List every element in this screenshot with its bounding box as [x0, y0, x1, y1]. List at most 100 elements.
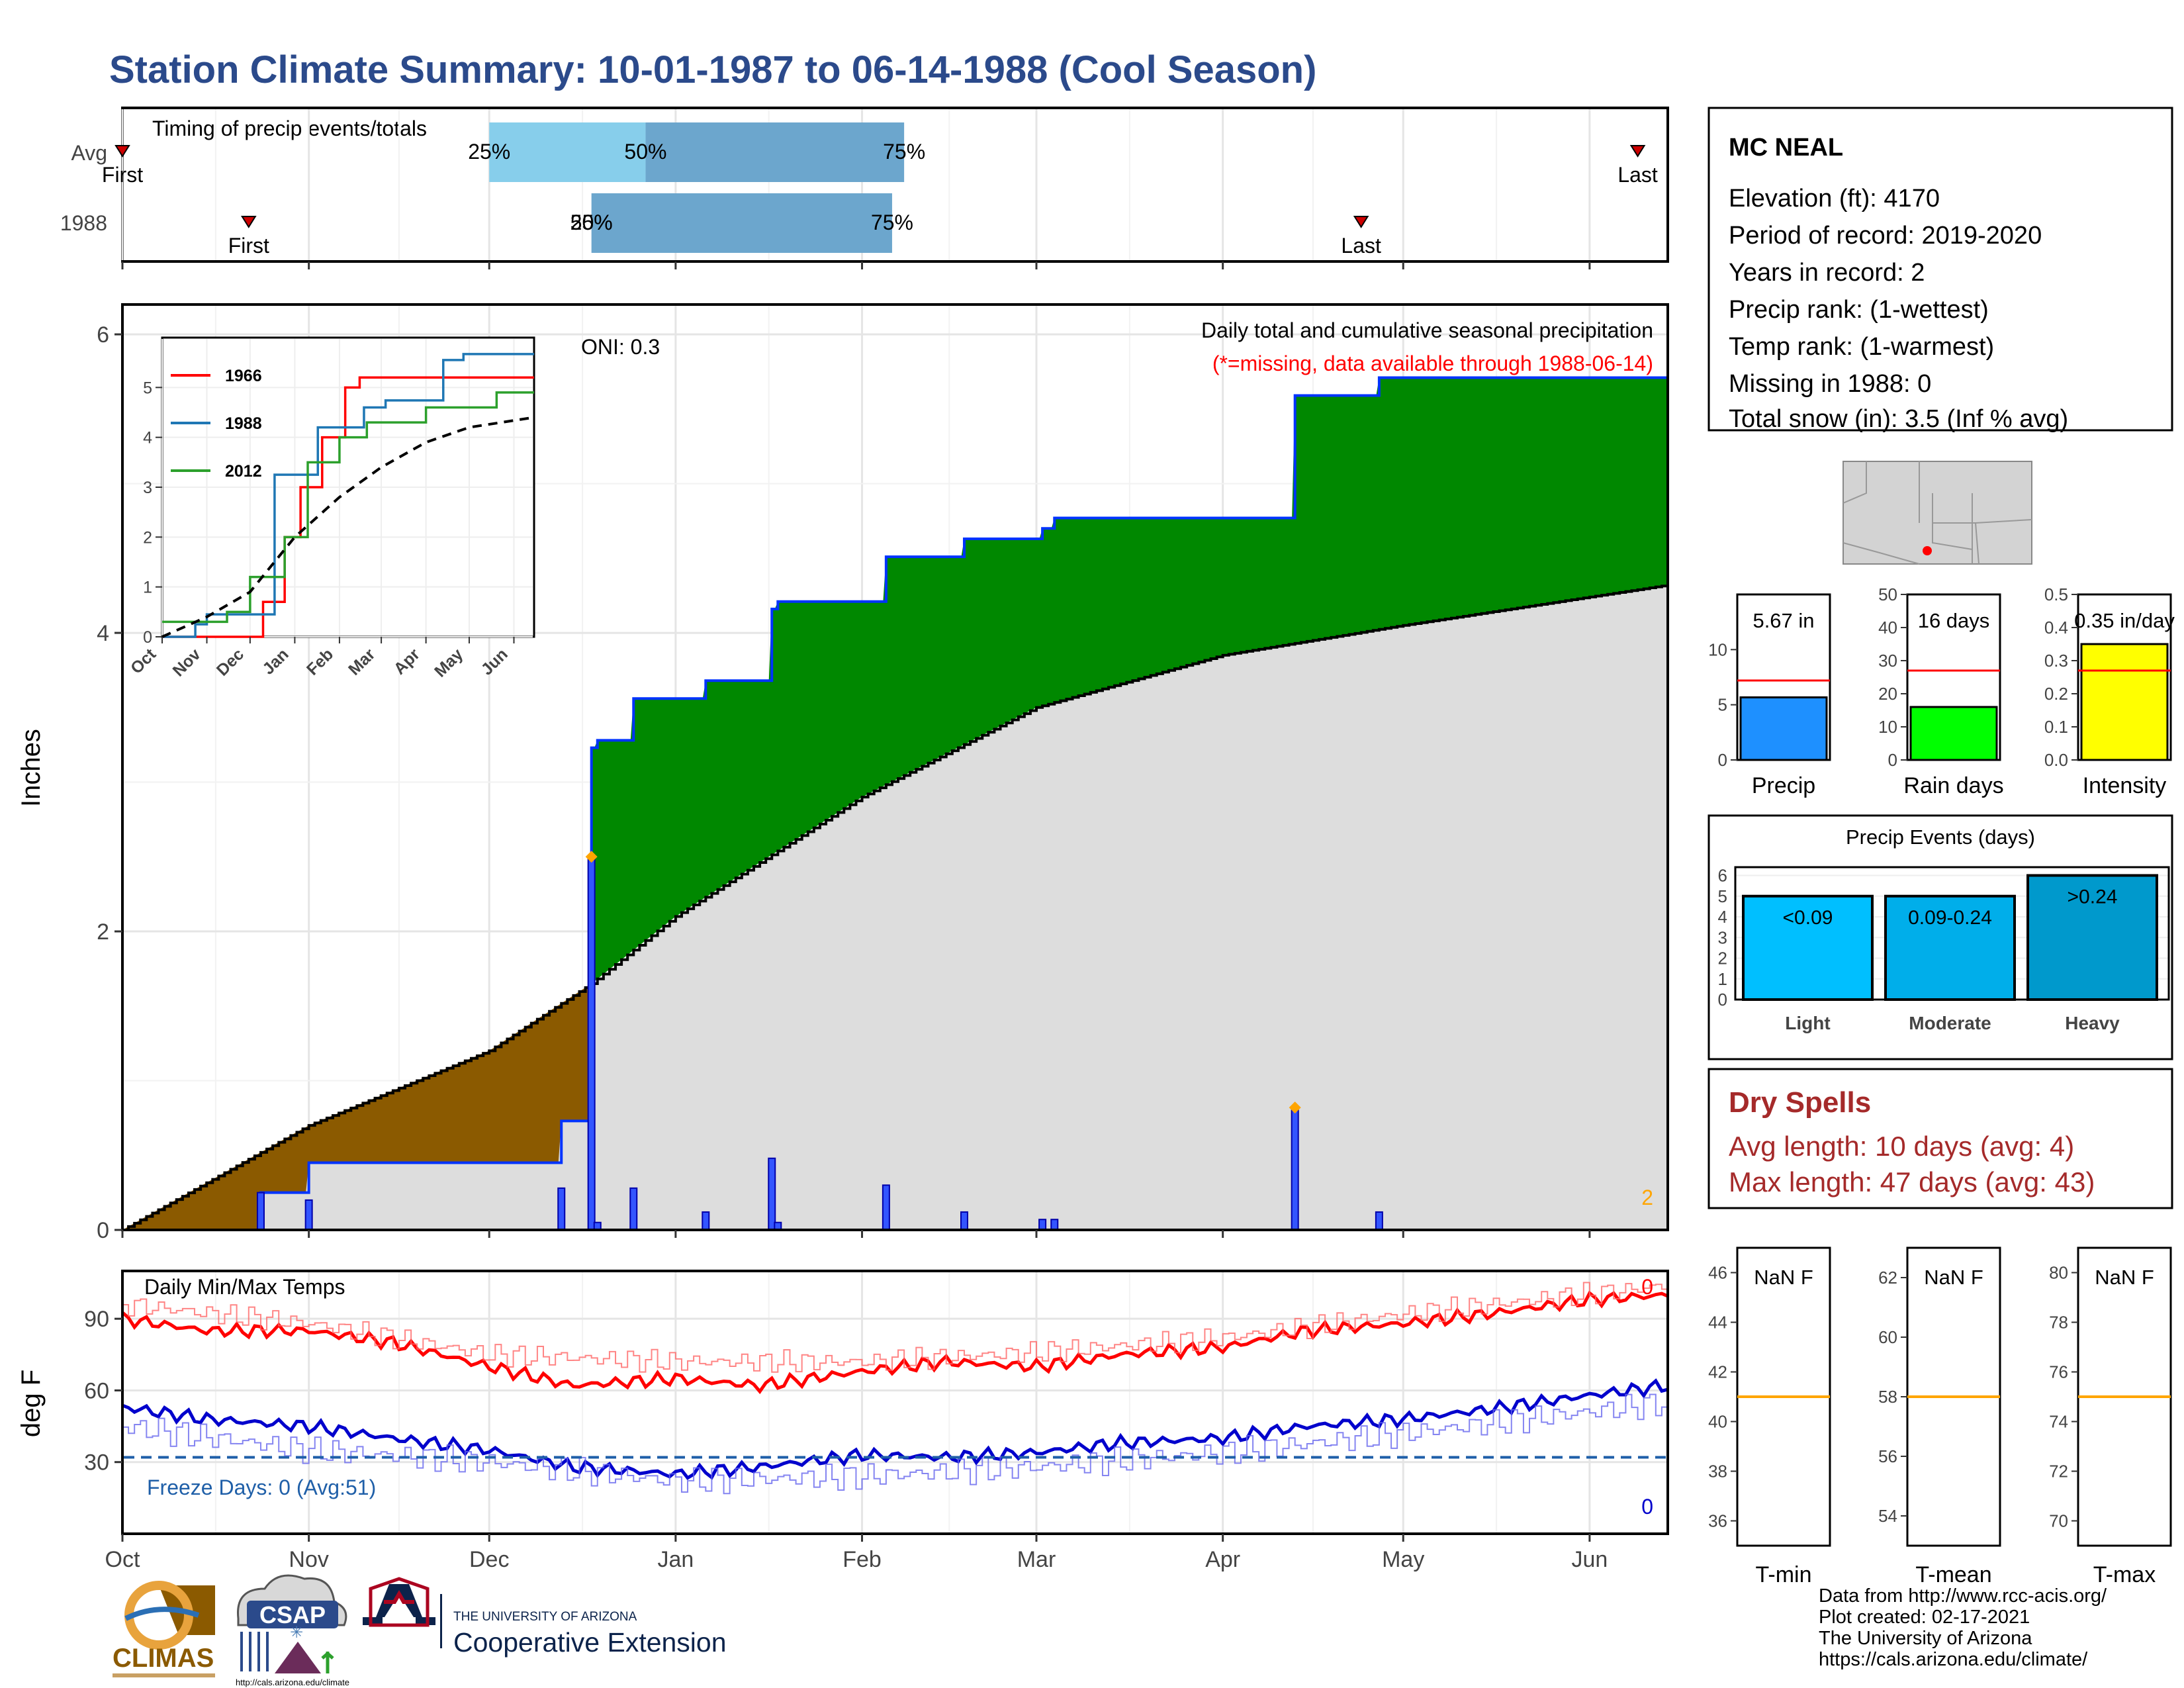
summary-y-tick-label: 0.3	[2044, 651, 2068, 671]
inset-y-tick-label: 0	[143, 628, 152, 647]
temp-box-y-tick-label: 42	[1708, 1362, 1727, 1382]
temp-line-tmin	[122, 1378, 1668, 1480]
events-bar-label: >0.24	[2068, 886, 2118, 908]
station-years: Years in record: 2	[1729, 259, 1925, 287]
daily-precip-marker	[1289, 1102, 1301, 1114]
events-y-tick-label: 3	[1718, 927, 1727, 947]
summary-y-tick-label: 5	[1718, 695, 1727, 715]
timing-avg-bar-50-75	[645, 122, 905, 182]
page-title: Station Climate Summary: 10-01-1987 to 0…	[109, 48, 1316, 91]
average-cumulative-line	[122, 585, 1669, 1231]
ua-divider	[440, 1594, 442, 1648]
timing-panel: Timing of precip events/totals Avg 1988 …	[60, 107, 1669, 263]
ua-block-a-outer	[376, 1584, 422, 1617]
temp-box-y-tick-label: 78	[2049, 1313, 2068, 1333]
ua-block-a-inner	[384, 1590, 414, 1604]
temp-box-y-tick-label: 36	[1708, 1511, 1727, 1531]
summary-label-0: Precip	[1752, 773, 1815, 798]
timing-avg-q75-label: 75%	[883, 140, 925, 164]
events-y-tick-label: 5	[1718, 886, 1727, 906]
temp-tick-label: May	[1382, 1547, 1424, 1572]
inset-average-line	[161, 416, 535, 638]
summary-y-tick-label: 0	[1718, 750, 1727, 770]
station-info-box: MC NEAL Elevation (ft): 4170 Period of r…	[1707, 107, 2173, 433]
timing-year-first-marker	[240, 216, 257, 228]
daily-precip-bar	[557, 1187, 566, 1231]
events-category-label: Moderate	[1909, 1013, 1991, 1033]
summary-value-2: 0.35 in/day	[2074, 609, 2175, 632]
inset-line-1966	[162, 376, 534, 638]
temp-line-tmax	[121, 1290, 1669, 1395]
ua-block-a-feet	[363, 1617, 435, 1625]
temp-tick-label: Apr	[1205, 1547, 1240, 1572]
temp-panel-frame	[121, 1270, 1669, 1535]
temp-box-y-tick-label: 74	[2049, 1412, 2068, 1432]
temp-box-y-tick-label: 72	[2049, 1462, 2068, 1481]
summary-bar-rain-days	[1909, 706, 1998, 761]
daily-precip-bar	[702, 1211, 710, 1231]
temp-tick-label: Dec	[469, 1547, 509, 1572]
inset-legend-label: 1988	[225, 414, 262, 433]
timing-row-year-label: 1988	[60, 211, 107, 235]
daily-precip-bar	[629, 1187, 638, 1231]
inset-y-tick-label: 1	[143, 579, 152, 597]
locator-map	[1843, 461, 2032, 565]
events-y-tick-label: 4	[1718, 907, 1727, 927]
summary-y-tick-label: 20	[1878, 684, 1897, 704]
events-category-label: Heavy	[2065, 1013, 2120, 1033]
station-box-frame	[1707, 107, 2173, 432]
temp-y-tick-label: 30	[84, 1450, 109, 1476]
temp-tick-label: Oct	[105, 1547, 140, 1572]
mexico-border	[1843, 542, 1920, 565]
timing-avg-last-marker	[1629, 145, 1646, 158]
temp-tick-label: Nov	[289, 1547, 328, 1572]
summary-y-tick-label: 0.1	[2044, 717, 2068, 737]
credit-institution: The University of Arizona	[1819, 1628, 2032, 1649]
summary-bar-precip	[1739, 696, 1828, 761]
dry-spells-frame	[1707, 1068, 2173, 1209]
station-snow: Total snow (in): 3.5 (Inf % avg)	[1729, 405, 2068, 433]
events-title: Precip Events (days)	[1846, 825, 2035, 849]
summary-y-tick-label: 50	[1878, 585, 1897, 604]
temp-box-value-2: NaN F	[2095, 1266, 2154, 1289]
timing-avg-q25-label: 25%	[468, 140, 510, 164]
daily-precip-bar	[304, 1199, 313, 1231]
station-name: MC NEAL	[1729, 134, 1843, 162]
temp-box-value-0: NaN F	[1754, 1266, 1813, 1289]
ua-logo-line1: THE UNIVERSITY OF ARIZONA	[453, 1610, 637, 1624]
precip-legend-title: Daily total and cumulative seasonal prec…	[1201, 318, 1653, 342]
summary-value-0: 5.67 in	[1752, 609, 1814, 632]
csap-rain-lines	[240, 1632, 269, 1671]
precip-panel-frame	[121, 303, 1669, 1231]
temp-panel: 30 60 90 deg F Daily Min/Max Temps Freeze …	[17, 1270, 1669, 1535]
temp-box-y-tick-label: 54	[1878, 1506, 1897, 1526]
temp-line-avg-tmax	[122, 1282, 1668, 1373]
daily-precip-bar	[1291, 1107, 1299, 1231]
daily-precip-bars	[256, 851, 1383, 1231]
temp-tick-label: Jan	[657, 1547, 694, 1572]
credit-url: https://cals.arizona.edu/climate/	[1819, 1649, 2088, 1670]
station-location-marker	[1923, 546, 1932, 555]
inset-y-tick-label: 3	[143, 479, 152, 497]
state-borders	[1843, 461, 2032, 565]
ua-logo: THE UNIVERSITY OF ARIZONA Cooperative Ex…	[363, 1577, 727, 1658]
precip-areas	[122, 376, 1669, 1231]
temp-y-tick-label: 60	[84, 1378, 109, 1403]
dry-spells-max: Max length: 47 days (avg: 43)	[1729, 1166, 2095, 1197]
climas-logo: CLIMAS	[113, 1581, 215, 1677]
inset-line-2012	[162, 391, 534, 624]
timing-year-last-label: Last	[1341, 234, 1381, 258]
freeze-days-label: Freeze Days: 0 (Avg:51)	[147, 1476, 376, 1499]
tmax-missing-count: 0	[1641, 1275, 1653, 1299]
precip-missing-count: 2	[1641, 1186, 1653, 1209]
summary-y-tick-label: 0.5	[2044, 585, 2068, 604]
inset-lines	[161, 353, 535, 638]
timing-year-q50-label: 50%	[570, 211, 613, 234]
temp-box-label-1: T-mean	[1915, 1562, 1991, 1587]
timing-avg-q50-label: 50%	[624, 140, 666, 164]
summary-label-2: Intensity	[2083, 773, 2167, 798]
dry-spells-title: Dry Spells	[1729, 1086, 1871, 1119]
dry-spells-avg: Avg length: 10 days (avg: 4)	[1729, 1131, 2074, 1162]
